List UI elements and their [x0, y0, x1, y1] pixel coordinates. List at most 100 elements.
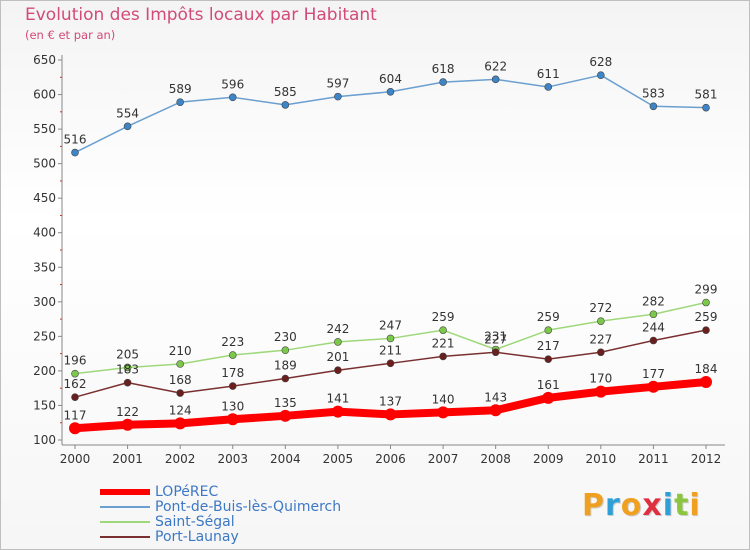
data-label: 597: [326, 77, 349, 91]
data-point: [597, 71, 605, 79]
data-point: [228, 351, 237, 359]
data-point: [279, 409, 292, 422]
logo-letter: P: [582, 488, 605, 523]
data-label: 143: [484, 390, 507, 404]
data-point: [386, 359, 395, 368]
data-label: 611: [537, 67, 560, 81]
data-label: 585: [274, 85, 297, 99]
x-tick-label: 2002: [165, 452, 196, 466]
data-label: 184: [695, 362, 718, 376]
data-point: [700, 375, 712, 388]
data-point: [491, 75, 500, 84]
legend-label: Pont-de-Buis-lès-Quimerch: [155, 499, 342, 515]
data-label: 618: [432, 62, 455, 76]
data-label: 141: [326, 392, 349, 406]
y-tick-label: 650: [33, 53, 56, 67]
data-label: 583: [642, 86, 665, 100]
data-point: [384, 408, 397, 421]
data-label: 227: [589, 332, 612, 346]
data-label: 117: [64, 408, 87, 422]
data-label: 178: [221, 366, 244, 380]
legend-label: Port-Launay: [155, 529, 239, 545]
data-label: 135: [274, 396, 297, 410]
data-point: [174, 417, 187, 430]
data-point: [71, 369, 79, 378]
legend-swatch-pont-de-buis: [100, 506, 150, 508]
data-point: [649, 336, 658, 345]
y-tick-label: 350: [33, 260, 56, 274]
data-label: 622: [484, 59, 507, 73]
data-label: 205: [116, 347, 139, 361]
data-label: 168: [169, 373, 192, 387]
data-point: [544, 326, 553, 334]
data-point: [123, 122, 132, 131]
data-label: 223: [221, 335, 244, 349]
data-label: 231: [484, 329, 507, 343]
data-label: 211: [379, 343, 402, 357]
data-point: [334, 366, 342, 375]
x-tick-label: 2004: [270, 452, 301, 466]
data-point: [226, 413, 239, 426]
data-point: [386, 334, 395, 343]
y-tick-label: 550: [33, 122, 56, 136]
x-tick-label: 2003: [217, 452, 248, 466]
x-tick-label: 2010: [586, 452, 617, 466]
data-point: [176, 360, 184, 368]
data-label: 516: [64, 133, 87, 147]
y-tick-label: 450: [33, 191, 56, 205]
logo-letter: r: [605, 488, 621, 523]
data-point: [228, 382, 237, 390]
data-point: [439, 352, 447, 361]
data-label: 177: [642, 367, 665, 381]
legend-label: Saint-Ségal: [155, 514, 235, 530]
data-label: 628: [589, 55, 612, 69]
data-point: [281, 374, 290, 383]
x-tick-label: 2001: [112, 452, 143, 466]
data-label: 196: [64, 354, 87, 368]
data-point: [176, 98, 184, 106]
y-tick-label: 250: [33, 329, 56, 343]
data-label: 259: [432, 310, 455, 324]
legend-swatch-saint-segal: [100, 521, 150, 523]
logo-letter: t: [674, 488, 690, 523]
data-label: 137: [379, 394, 402, 408]
data-point: [281, 346, 290, 354]
data-label: 299: [695, 283, 718, 297]
chart-subtitle: (en € et par an): [25, 28, 116, 42]
data-point: [544, 83, 553, 91]
y-tick-label: 300: [33, 295, 56, 309]
data-point: [176, 389, 184, 397]
y-tick-label: 200: [33, 364, 56, 378]
data-label: 140: [432, 392, 455, 406]
data-point: [123, 378, 132, 387]
legend-label: LOPéREC: [155, 484, 219, 500]
x-tick-label: 2007: [428, 452, 459, 466]
y-tick-label: 500: [33, 157, 56, 171]
data-label: 554: [116, 106, 139, 120]
data-point: [121, 418, 134, 431]
data-point: [702, 326, 710, 334]
logo-letter: i: [662, 488, 675, 523]
data-label: 282: [642, 294, 665, 308]
data-point: [544, 355, 553, 363]
data-label: 230: [274, 330, 297, 344]
data-label: 183: [116, 363, 139, 377]
data-point: [647, 380, 660, 393]
data-point: [71, 148, 79, 157]
data-point: [649, 310, 658, 319]
data-label: 122: [116, 405, 139, 419]
x-tick-label: 2012: [691, 452, 722, 466]
data-label: 581: [695, 88, 718, 102]
data-label: 604: [379, 72, 402, 86]
data-point: [69, 422, 81, 435]
data-label: 201: [326, 350, 349, 364]
data-label: 221: [432, 336, 455, 350]
y-tick-label: 100: [33, 433, 56, 447]
y-tick-label: 150: [33, 398, 56, 412]
data-point: [228, 93, 237, 102]
data-label: 130: [221, 399, 244, 413]
x-tick-label: 2005: [323, 452, 354, 466]
data-point: [489, 404, 502, 417]
data-label: 217: [537, 339, 560, 353]
